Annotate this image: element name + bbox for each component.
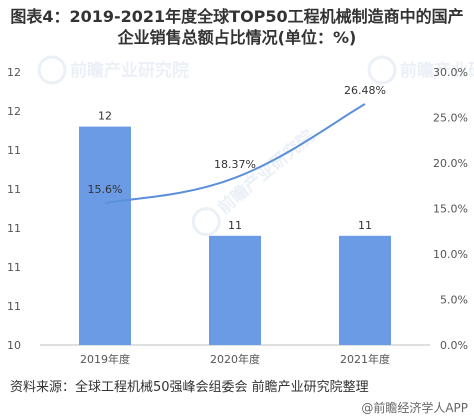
logo-watermark: 前瞻产业研究院 (37, 55, 189, 85)
x-axis-tick-label: 2019年度 (80, 352, 130, 366)
line-value-label: 18.37% (214, 158, 256, 171)
bar-value-label: 11 (228, 219, 242, 232)
left-axis-tick-label: 11 (7, 300, 21, 313)
left-axis-tick-label: 12 (7, 105, 21, 118)
logo-watermark-mark (367, 55, 397, 85)
line-value-label: 26.48% (344, 84, 386, 97)
chart-title: 图表4：2019-2021年度全球TOP50工程机械制造商中的国产 企业销售总额… (0, 6, 474, 48)
right-axis-tick-label: 0.0% (440, 339, 468, 352)
bar-value-label: 12 (98, 110, 112, 123)
left-axis-tick-label: 12 (7, 66, 21, 79)
ratio-line (104, 103, 366, 205)
corner-watermark: @前瞻经济学人APP (361, 401, 468, 415)
logo-watermark-text: 前瞻产业研究院 (400, 60, 474, 81)
bars (79, 126, 391, 345)
right-axis-tick-label: 20.0% (433, 157, 468, 170)
right-axis-tick-label: 25.0% (433, 112, 468, 125)
left-axis-tick-label: 11 (7, 261, 21, 274)
bar (339, 235, 391, 345)
chart-title-line-1: 图表4：2019-2021年度全球TOP50工程机械制造商中的国产 (10, 7, 464, 26)
x-axis-tick-label: 2020年度 (210, 352, 260, 366)
left-axis: 10 11 11 11 11 11 12 12 (7, 66, 21, 352)
left-axis-tick-label: 11 (7, 222, 21, 235)
left-axis-tick-label: 10 (7, 339, 21, 352)
right-axis-tick-label: 5.0% (440, 294, 468, 307)
x-axis: 2019年度 2020年度 2021年度 (80, 352, 390, 366)
chart-title-line-2: 企业销售总额占比情况(单位：%) (117, 28, 357, 47)
source-note: 资料来源：全球工程机械50强峰会组委会 前瞻产业研究院整理 (10, 380, 369, 395)
logo-watermark-mark (191, 207, 221, 237)
logo-watermark-mark (37, 55, 67, 85)
right-axis-tick-label: 30.0% (433, 66, 468, 79)
right-axis-tick-label: 10.0% (433, 248, 468, 261)
left-axis-tick-label: 11 (7, 144, 21, 157)
bar (209, 235, 261, 345)
left-axis-tick-label: 11 (7, 183, 21, 196)
bar (79, 126, 131, 345)
logo-watermark-text: 前瞻产业研究院 (214, 126, 319, 219)
bar-value-label: 11 (358, 219, 372, 232)
logo-watermark-text: 前瞻产业研究院 (70, 60, 189, 81)
x-axis-tick-label: 2021年度 (340, 352, 390, 366)
right-axis-tick-label: 15.0% (433, 203, 468, 216)
ratio-line-path (104, 103, 366, 205)
data-labels: 12 11 11 15.6% 18.37% 26.48% (88, 84, 386, 232)
right-axis: 0.0% 5.0% 10.0% 15.0% 20.0% 25.0% 30.0% (433, 66, 468, 352)
logo-watermark: 前瞻产业研究院 (191, 126, 319, 237)
line-value-label: 15.6% (88, 183, 123, 196)
logo-watermark: 前瞻产业研究院 (367, 55, 474, 85)
